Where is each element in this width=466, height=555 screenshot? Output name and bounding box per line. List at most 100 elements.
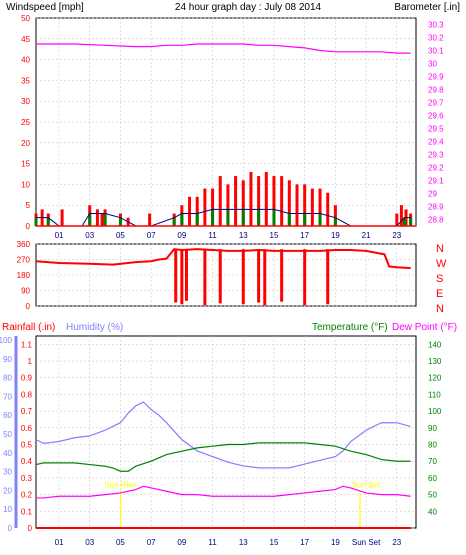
- humidity-tick-label: 30: [3, 468, 12, 477]
- temperature-tick-label: 70: [428, 457, 437, 466]
- humidity-tick-label: 90: [3, 355, 12, 364]
- direction-degree-ticks: 0 90 180 270 360: [17, 240, 31, 311]
- barometer-tick-label: 29.9: [428, 73, 444, 82]
- rainfall-tick-label: 0.3: [21, 474, 33, 483]
- rainfall-tick-label: 0.6: [21, 424, 33, 433]
- wind-time-tick-label: 13: [239, 231, 248, 240]
- temp-time-tick-label: 05: [116, 538, 125, 547]
- barometer-axis-title: Barometer [.in]: [394, 2, 460, 13]
- temperature-axis-title: Temperature (°F): [312, 322, 388, 333]
- temp-grid: [36, 336, 416, 529]
- rainfall-tick-label: 0.5: [21, 441, 33, 450]
- windspeed-tick-label: 35: [21, 76, 30, 85]
- wind-time-ticks: 01 03 05 07 09 11 13 15 17 19 21 23: [55, 231, 402, 240]
- barometer-tick-label: 29.4: [428, 138, 444, 147]
- barometer-tick-label: 30: [428, 60, 437, 69]
- temperature-tick-label: 110: [428, 390, 441, 399]
- barometer-tick-label: 29.3: [428, 151, 444, 160]
- wind-time-tick-label: 07: [147, 231, 156, 240]
- wind-time-tick-label: 05: [116, 231, 125, 240]
- temp-time-ticks: 01 03 05 07 09 11 13 15 17 19 Sun Set 23: [55, 538, 402, 547]
- barometer-tick-label: 29: [428, 190, 437, 199]
- windspeed-tick-label: 25: [21, 118, 30, 127]
- windspeed-axis-title: Windspeed [mph]: [6, 2, 84, 13]
- direction-tick-label: 270: [17, 256, 31, 265]
- rainfall-tick-label: 1: [28, 357, 33, 366]
- windspeed-tick-label: 40: [21, 56, 30, 65]
- barometer-tick-label: 28.8: [428, 216, 444, 225]
- humidity-tick-label: 10: [3, 505, 12, 514]
- rainfall-tick-label: 0.8: [21, 390, 33, 399]
- barometer-ticks: 28.8 28.9 29 29.1 29.2 29.3 29.4 29.5 29.6 29.7 29…: [428, 21, 444, 225]
- wind-time-tick-label: 23: [392, 231, 401, 240]
- windspeed-ticks: 0 5 10 15 20 25 30 35 40 45 50: [21, 14, 30, 231]
- direction-tick-label: 180: [17, 271, 31, 280]
- temperature-tick-label: 60: [428, 474, 437, 483]
- humidity-tick-label: 0: [8, 524, 13, 533]
- barometer-tick-label: 29.5: [428, 125, 444, 134]
- direction-tick-label: 0: [26, 302, 31, 311]
- sunrise-label: Sun Rise: [104, 481, 137, 490]
- wind-time-tick-label: 09: [177, 231, 186, 240]
- wind-time-tick-label: 03: [85, 231, 94, 240]
- wind-time-tick-label: 11: [208, 231, 217, 240]
- temp-time-tick-label: 07: [147, 538, 156, 547]
- temp-time-tick-label: 09: [177, 538, 186, 547]
- wind-grid: [36, 17, 416, 227]
- rainfall-tick-label: 0.9: [21, 374, 33, 383]
- dewpoint-line: [36, 485, 411, 499]
- temp-time-tick-label: 11: [208, 538, 217, 547]
- barometer-line: [36, 43, 411, 54]
- rainfall-tick-label: 1.1: [21, 340, 33, 349]
- temp-humidity-panel: Rainfall (.in) Humidity (%) Temperature …: [0, 322, 457, 547]
- wind-direction-line: [35, 248, 411, 270]
- direction-tick-label: 360: [17, 240, 31, 249]
- temp-time-tick-label: 15: [270, 538, 279, 547]
- wind-series: [34, 43, 416, 227]
- temp-time-tick-label: 19: [331, 538, 340, 547]
- temp-time-tick-label: Sun Set: [352, 538, 381, 547]
- windspeed-tick-label: 30: [21, 97, 30, 106]
- wind-time-tick-label: 01: [55, 231, 64, 240]
- rainfall-tick-label: 0.1: [21, 507, 33, 516]
- rainfall-tick-label: 0.4: [21, 457, 33, 466]
- temperature-tick-label: 130: [428, 357, 442, 366]
- barometer-tick-label: 29.8: [428, 86, 444, 95]
- humidity-tick-label: 100: [0, 336, 13, 345]
- humidity-tick-label: 70: [3, 392, 12, 401]
- temperature-tick-label: 120: [428, 374, 442, 383]
- humidity-tick-label: 80: [3, 374, 12, 383]
- humidity-tick-label: 60: [3, 411, 12, 420]
- barometer-tick-label: 28.9: [428, 203, 444, 212]
- temp-plot-frame: [35, 335, 417, 529]
- barometer-tick-label: 29.6: [428, 112, 444, 121]
- wind-time-tick-label: 15: [270, 231, 279, 240]
- wind-time-tick-label: 21: [362, 231, 371, 240]
- wind-time-tick-label: 19: [331, 231, 340, 240]
- temperature-line: [35, 442, 411, 472]
- temp-series: Sun Rise Sun Set: [35, 401, 411, 529]
- barometer-tick-label: 29.1: [428, 177, 444, 186]
- temp-time-tick-label: 01: [55, 538, 64, 547]
- windspeed-tick-label: 10: [21, 180, 30, 189]
- humidity-tick-label: 40: [3, 449, 12, 458]
- compass-label: S: [436, 273, 443, 285]
- dewpoint-axis-title: Dew Point (°F): [392, 322, 457, 333]
- humidity-tick-label: 20: [3, 486, 12, 495]
- temperature-tick-label: 90: [428, 424, 437, 433]
- direction-series: [35, 248, 411, 306]
- compass-label: E: [436, 288, 443, 300]
- windspeed-tick-label: 45: [21, 35, 30, 44]
- rainfall-tick-label: 0.7: [21, 407, 33, 416]
- barometer-tick-label: 29.2: [428, 164, 444, 173]
- wind-barometer-panel: Windspeed [mph] 24 hour graph day : July…: [6, 2, 460, 240]
- direction-tick-label: 90: [21, 287, 30, 296]
- sunset-label: Sun Set: [352, 481, 381, 490]
- barometer-tick-label: 29.7: [428, 99, 444, 108]
- temp-time-tick-label: 03: [85, 538, 94, 547]
- compass-label: N: [436, 243, 444, 255]
- direction-grid: [36, 243, 416, 307]
- humidity-line: [35, 401, 411, 469]
